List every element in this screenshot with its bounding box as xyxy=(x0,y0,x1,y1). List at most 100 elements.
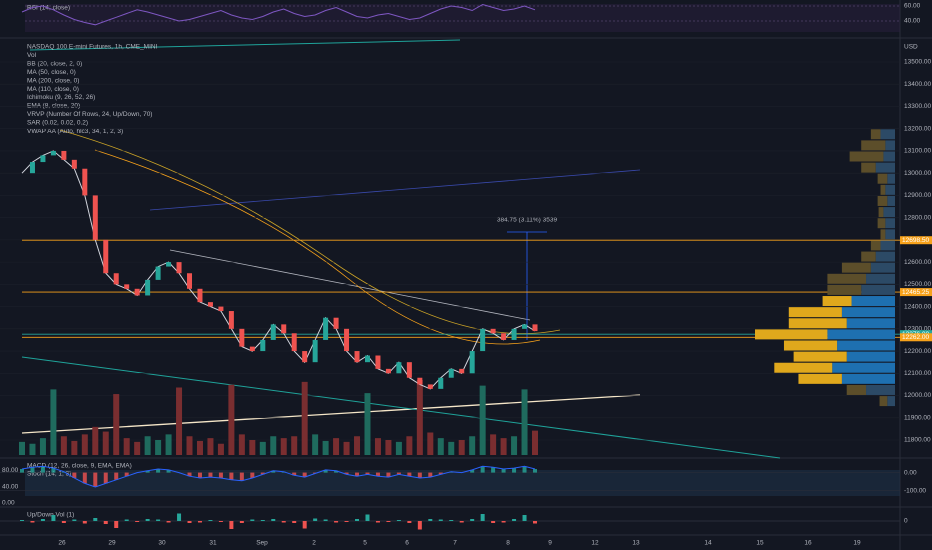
stoch-tick-label: 80.00 xyxy=(2,467,19,474)
profile-down xyxy=(827,273,867,284)
candle xyxy=(176,262,182,274)
macd-hist xyxy=(187,472,192,477)
volume-bar xyxy=(301,381,308,455)
updown-bar xyxy=(334,521,339,523)
updown-bar xyxy=(93,518,98,521)
indicator-label: VRVP (Number Of Rows, 24, Up/Down, 70) xyxy=(27,111,152,118)
macd-hist xyxy=(323,469,328,473)
candle xyxy=(406,362,412,378)
candle xyxy=(134,288,140,296)
macd-hist xyxy=(250,472,255,478)
date-label: 16 xyxy=(804,540,812,547)
updown-bar xyxy=(271,519,276,521)
profile-up xyxy=(866,384,895,395)
updown-bar xyxy=(114,521,119,528)
price-tick-label: 13300.00 xyxy=(904,103,931,110)
macd-hist xyxy=(470,469,475,473)
date-label: 12 xyxy=(591,540,599,547)
updown-bar xyxy=(187,521,192,523)
updown-bar xyxy=(61,521,66,523)
candle xyxy=(323,317,329,340)
candle xyxy=(396,362,402,374)
volume-bar xyxy=(186,436,193,455)
macd-hist xyxy=(512,468,517,473)
rsi-band xyxy=(25,4,900,32)
volume-bar xyxy=(521,389,528,455)
profile-down xyxy=(870,240,881,251)
price-tick-label: 13200.00 xyxy=(904,125,931,132)
candle xyxy=(417,377,423,385)
candle xyxy=(385,368,391,374)
updown-bar xyxy=(218,521,223,522)
symbol-title: NASDAQ 100 E-mini Futures, 1h, CME_MINI xyxy=(27,44,158,51)
volume-bar xyxy=(196,440,203,455)
volume-bar xyxy=(270,436,277,455)
candle xyxy=(333,317,339,329)
candle xyxy=(218,306,224,312)
profile-up xyxy=(887,173,895,184)
date-label: 30 xyxy=(158,540,166,547)
volume-bar xyxy=(490,434,497,455)
rsi-line xyxy=(21,3,536,26)
volume-bar xyxy=(29,443,36,455)
updown-bar xyxy=(323,519,328,521)
updown-bar xyxy=(145,519,150,521)
candle xyxy=(522,324,528,329)
candle xyxy=(124,284,130,289)
candle xyxy=(511,328,517,340)
candle xyxy=(354,351,360,363)
volume-bar xyxy=(19,441,25,455)
profile-up xyxy=(887,195,895,206)
updown-bar xyxy=(491,521,496,523)
volume-bar xyxy=(155,440,162,455)
trendline xyxy=(149,169,641,211)
candle xyxy=(312,339,318,363)
macd-hist xyxy=(344,472,349,475)
indicator-label: Vol xyxy=(27,52,37,59)
volume-bar xyxy=(259,441,266,455)
price-tick-label: 13500.00 xyxy=(904,59,931,66)
indicator-label: MA (110, close, 0) xyxy=(27,86,79,93)
profile-up xyxy=(885,218,895,229)
price-tag xyxy=(900,288,932,297)
date-label: 29 xyxy=(108,540,116,547)
price-tick-label: 12500.00 xyxy=(904,281,931,288)
profile-up xyxy=(866,273,895,284)
volume-bar xyxy=(333,438,340,455)
candle xyxy=(532,324,538,332)
updown-tick-label: 0 xyxy=(904,518,908,525)
profile-down xyxy=(793,351,847,362)
candle xyxy=(197,288,203,303)
macd-hist xyxy=(208,472,213,478)
volume-bar xyxy=(113,394,120,455)
updown-bar xyxy=(20,520,24,521)
moving-average xyxy=(59,129,561,335)
profile-down xyxy=(877,218,886,229)
price-tick-label: 11900.00 xyxy=(904,414,931,421)
profile-up xyxy=(875,251,895,262)
price-tick-label: 13100.00 xyxy=(904,148,931,155)
profile-up xyxy=(841,307,895,318)
volume-bar xyxy=(469,436,476,455)
volume-bar xyxy=(364,393,371,455)
profile-up xyxy=(885,140,895,151)
volume-bar xyxy=(343,441,350,455)
profile-down xyxy=(870,129,881,140)
volume-bar xyxy=(217,443,224,455)
macd-band xyxy=(25,470,900,496)
macd-hist xyxy=(103,472,108,484)
updown-bar xyxy=(281,521,286,523)
macd-hist xyxy=(30,467,35,473)
profile-up xyxy=(827,329,895,340)
date-label: 14 xyxy=(704,540,712,547)
volume-bar xyxy=(134,441,141,455)
updown-bar xyxy=(302,521,307,529)
volume-bar xyxy=(374,438,381,455)
profile-down xyxy=(788,318,847,329)
profile-down xyxy=(783,340,838,351)
macd-hist xyxy=(93,472,98,487)
updown-bar xyxy=(103,521,108,524)
updown-bar xyxy=(375,521,380,523)
updown-bar xyxy=(260,520,265,521)
volume-bar xyxy=(532,430,538,455)
